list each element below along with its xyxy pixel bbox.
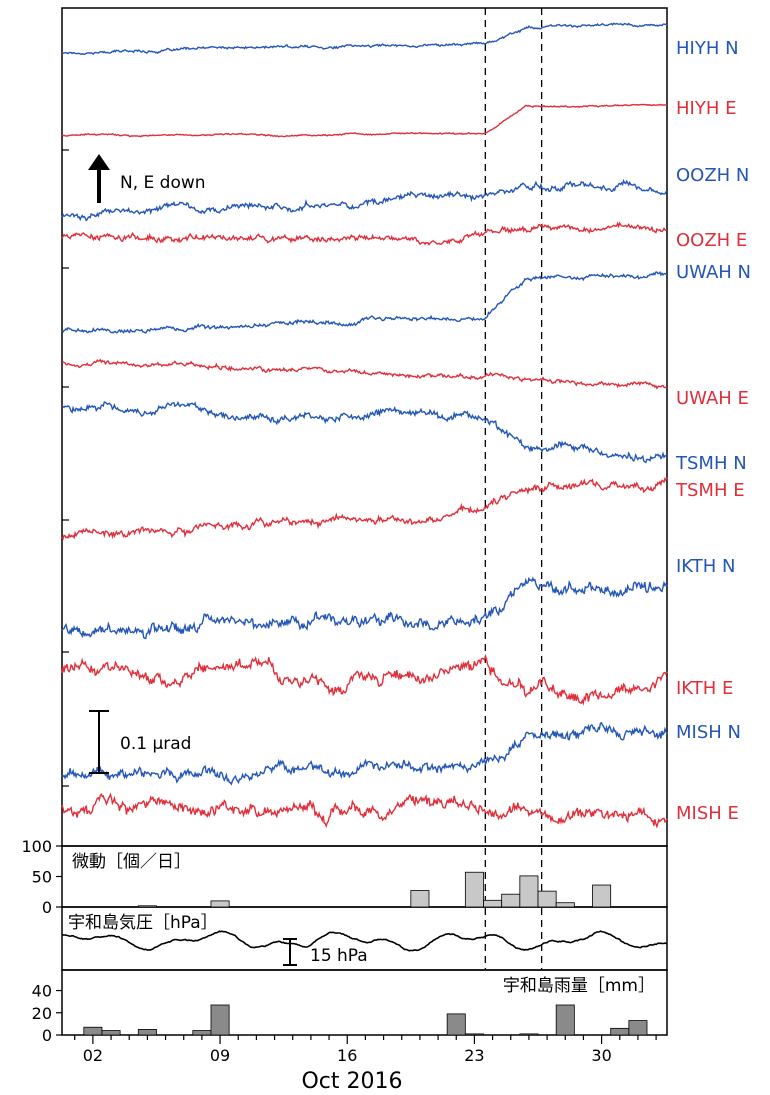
tilt-trace-oozh-n	[61, 178, 668, 222]
trace-label-mish-n: MISH N	[676, 722, 741, 743]
tilt-trace-uwah-n	[61, 270, 668, 334]
tilt-trace-hiyh-n	[61, 22, 668, 56]
pressure-line	[61, 930, 668, 952]
tilt-trace-uwah-e	[61, 358, 668, 390]
bar	[592, 884, 612, 908]
bar	[610, 1027, 630, 1036]
bar	[210, 900, 230, 908]
tilt-trace-tsmh-n	[61, 400, 668, 464]
date-tick-label: 02	[83, 1046, 103, 1065]
pressure-series	[61, 930, 668, 952]
arrow-label: N, E down	[120, 173, 206, 193]
tilt-traces	[61, 22, 668, 829]
trace-label-mish-e: MISH E	[676, 803, 739, 824]
y-tick-label: 40	[32, 982, 52, 1001]
bar	[555, 1004, 575, 1036]
bar	[537, 890, 557, 908]
tilt-scale-bar: 0.1 µrad	[89, 710, 191, 774]
trace-label-oozh-n: OOZH N	[676, 165, 749, 186]
arrow-up-icon	[88, 154, 110, 170]
tilt-trace-mish-n	[61, 721, 668, 786]
y-tick-label: 50	[32, 868, 52, 887]
bar	[628, 1020, 648, 1036]
bar	[137, 905, 157, 908]
tilt-trace-hiyh-e	[61, 103, 668, 138]
bar	[464, 1033, 484, 1036]
date-tick-label: 30	[591, 1046, 611, 1065]
y-tick-label: 100	[21, 837, 52, 856]
bar	[83, 1026, 103, 1036]
trace-label-uwah-e: UWAH E	[676, 388, 749, 409]
trace-label-uwah-n: UWAH N	[676, 262, 751, 283]
rain-title: 宇和島雨量［mm］	[503, 976, 655, 996]
trace-label-ikth-e: IKTH E	[676, 678, 733, 699]
y-tick-label: 0	[42, 1026, 52, 1045]
tilt-trace-mish-e	[61, 792, 668, 829]
y-tick-label: 20	[32, 1004, 52, 1023]
axis-ticks: 02 09 16 23 30	[62, 149, 657, 1065]
trace-label-oozh-e: OOZH E	[676, 230, 747, 251]
bar	[137, 1029, 157, 1036]
tilt-panel-frame	[61, 7, 668, 847]
date-tick-label: 23	[464, 1046, 484, 1065]
tilt-trace-oozh-e	[61, 221, 668, 246]
bar	[210, 1004, 230, 1036]
tremor-bars: 0 50 100	[21, 837, 612, 917]
trace-label-tsmh-e: TSMH E	[675, 480, 745, 501]
bar	[446, 1013, 466, 1036]
bar	[555, 902, 575, 908]
pressure-scale-bar: 15 hPa	[283, 938, 368, 966]
bar	[519, 1033, 539, 1036]
y-tick-label: 0	[42, 898, 52, 917]
tilt-trace-tsmh-e	[61, 476, 668, 541]
bar	[483, 899, 503, 908]
down-arrow-annotation: N, E down	[88, 154, 206, 203]
bar	[192, 1030, 212, 1036]
tremor-title: 微動［個／日］	[72, 852, 191, 872]
trace-labels: HIYH N HIYH E OOZH N OOZH E UWAH N UWAH E TSMH…	[675, 38, 751, 824]
trace-label-ikth-n: IKTH N	[676, 556, 735, 577]
bar	[464, 871, 484, 908]
scale-bar-label: 0.1 µrad	[120, 734, 191, 754]
x-axis-label: Oct 2016	[301, 1069, 402, 1094]
rain-bars: 0 20 40	[32, 982, 648, 1045]
bar	[519, 875, 539, 908]
trace-label-tsmh-n: TSMH N	[675, 453, 747, 474]
tilt-trace-ikth-n	[61, 576, 668, 640]
trace-label-hiyh-n: HIYH N	[676, 38, 739, 59]
bar	[101, 1030, 121, 1036]
bar	[501, 893, 521, 908]
rain-panel-frame	[61, 969, 668, 1036]
pressure-scale-label: 15 hPa	[310, 946, 368, 966]
pressure-title: 宇和島気圧［hPa］	[68, 913, 218, 933]
tilt-trace-ikth-e	[61, 653, 668, 706]
date-tick-label: 09	[210, 1046, 230, 1065]
trace-label-hiyh-e: HIYH E	[676, 98, 736, 119]
bar	[410, 890, 430, 908]
date-tick-label: 16	[337, 1046, 357, 1065]
